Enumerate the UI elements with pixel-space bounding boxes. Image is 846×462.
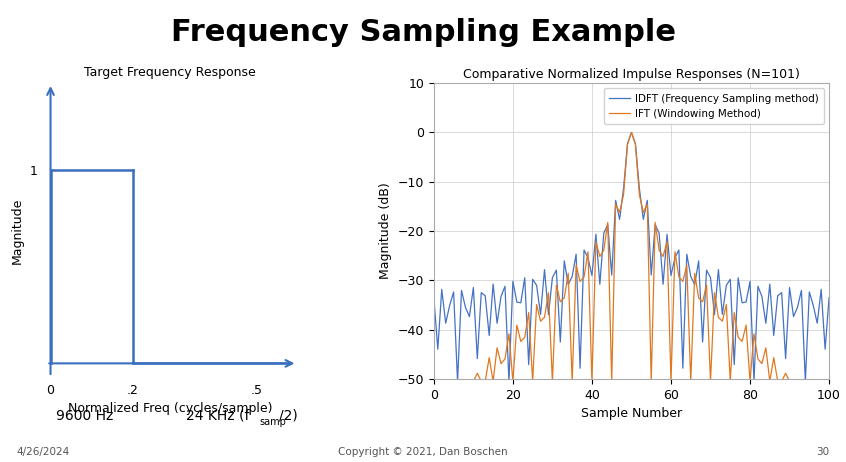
Legend: IDFT (Frequency Sampling method), IFT (Windowing Method): IDFT (Frequency Sampling method), IFT (W…	[604, 88, 824, 124]
IFT (Windowing Method)	[729, 310, 739, 316]
Line: IFT (Windowing Method): IFT (Windowing Method)	[434, 133, 829, 381]
IDFT (Frequency Sampling method)	[453, 378, 463, 384]
IFT (Windowing Method)	[528, 378, 538, 384]
IDFT (Frequency Sampling method)	[713, 267, 723, 273]
IDFT (Frequency Sampling method)	[673, 247, 684, 253]
Title: Comparative Normalized Impulse Responses (N=101): Comparative Normalized Impulse Responses…	[463, 67, 800, 80]
X-axis label: Sample Number: Sample Number	[581, 407, 682, 420]
IDFT (Frequency Sampling method)	[429, 295, 439, 300]
Text: 9600 Hz: 9600 Hz	[56, 409, 113, 423]
IFT (Windowing Method)	[457, 378, 467, 384]
IFT (Windowing Method)	[710, 290, 720, 296]
Title: Target Frequency Response: Target Frequency Response	[84, 66, 255, 79]
Text: Frequency Sampling Example: Frequency Sampling Example	[171, 18, 675, 48]
IFT (Windowing Method)	[670, 249, 680, 255]
Text: Copyright © 2021, Dan Boschen: Copyright © 2021, Dan Boschen	[338, 447, 508, 457]
IFT (Windowing Method)	[429, 378, 439, 384]
Text: samp: samp	[260, 417, 287, 427]
IDFT (Frequency Sampling method)	[733, 275, 744, 280]
IDFT (Frequency Sampling method)	[460, 304, 470, 310]
Y-axis label: Magnitude (dB): Magnitude (dB)	[379, 182, 392, 280]
IDFT (Frequency Sampling method)	[531, 283, 541, 288]
X-axis label: Normalized Freq (cycles/sample): Normalized Freq (cycles/sample)	[68, 402, 272, 415]
Text: /2): /2)	[279, 409, 298, 423]
Y-axis label: Magnitude: Magnitude	[11, 198, 24, 264]
Text: 4/26/2024: 4/26/2024	[17, 447, 70, 457]
IDFT (Frequency Sampling method)	[824, 295, 834, 300]
Text: 30: 30	[816, 447, 829, 457]
IDFT (Frequency Sampling method)	[626, 130, 636, 135]
Line: IDFT (Frequency Sampling method): IDFT (Frequency Sampling method)	[434, 133, 829, 381]
Text: 24 KHz (f: 24 KHz (f	[186, 409, 250, 423]
IFT (Windowing Method)	[611, 201, 621, 207]
IFT (Windowing Method)	[824, 378, 834, 384]
IFT (Windowing Method)	[626, 130, 636, 135]
IDFT (Frequency Sampling method)	[614, 217, 624, 222]
